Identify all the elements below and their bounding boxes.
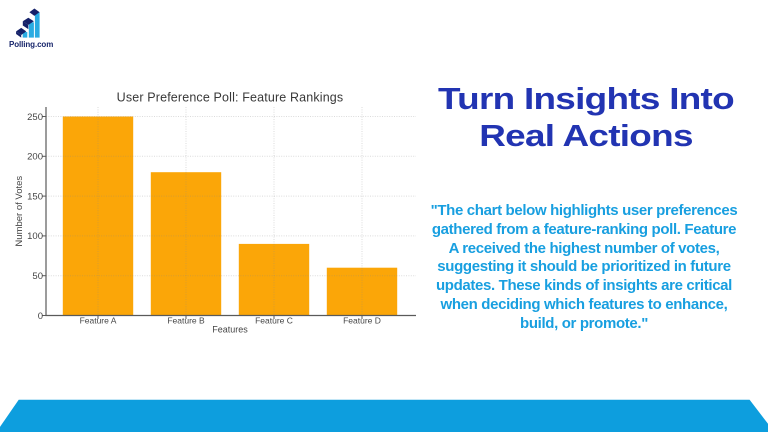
svg-text:Number of Votes: Number of Votes [14,176,25,247]
svg-text:Feature A: Feature A [80,316,117,326]
svg-text:User Preference Poll: Feature: User Preference Poll: Feature Rankings [117,91,344,105]
svg-text:150: 150 [27,191,43,202]
svg-text:Feature B: Feature B [167,316,205,326]
svg-text:Feature C: Feature C [255,316,293,326]
svg-text:250: 250 [27,112,43,123]
svg-text:0: 0 [38,311,43,322]
svg-text:100: 100 [27,231,43,242]
svg-text:50: 50 [32,271,43,282]
svg-text:200: 200 [27,152,43,163]
svg-text:Feature D: Feature D [343,316,381,326]
svg-text:Features: Features [212,325,248,335]
